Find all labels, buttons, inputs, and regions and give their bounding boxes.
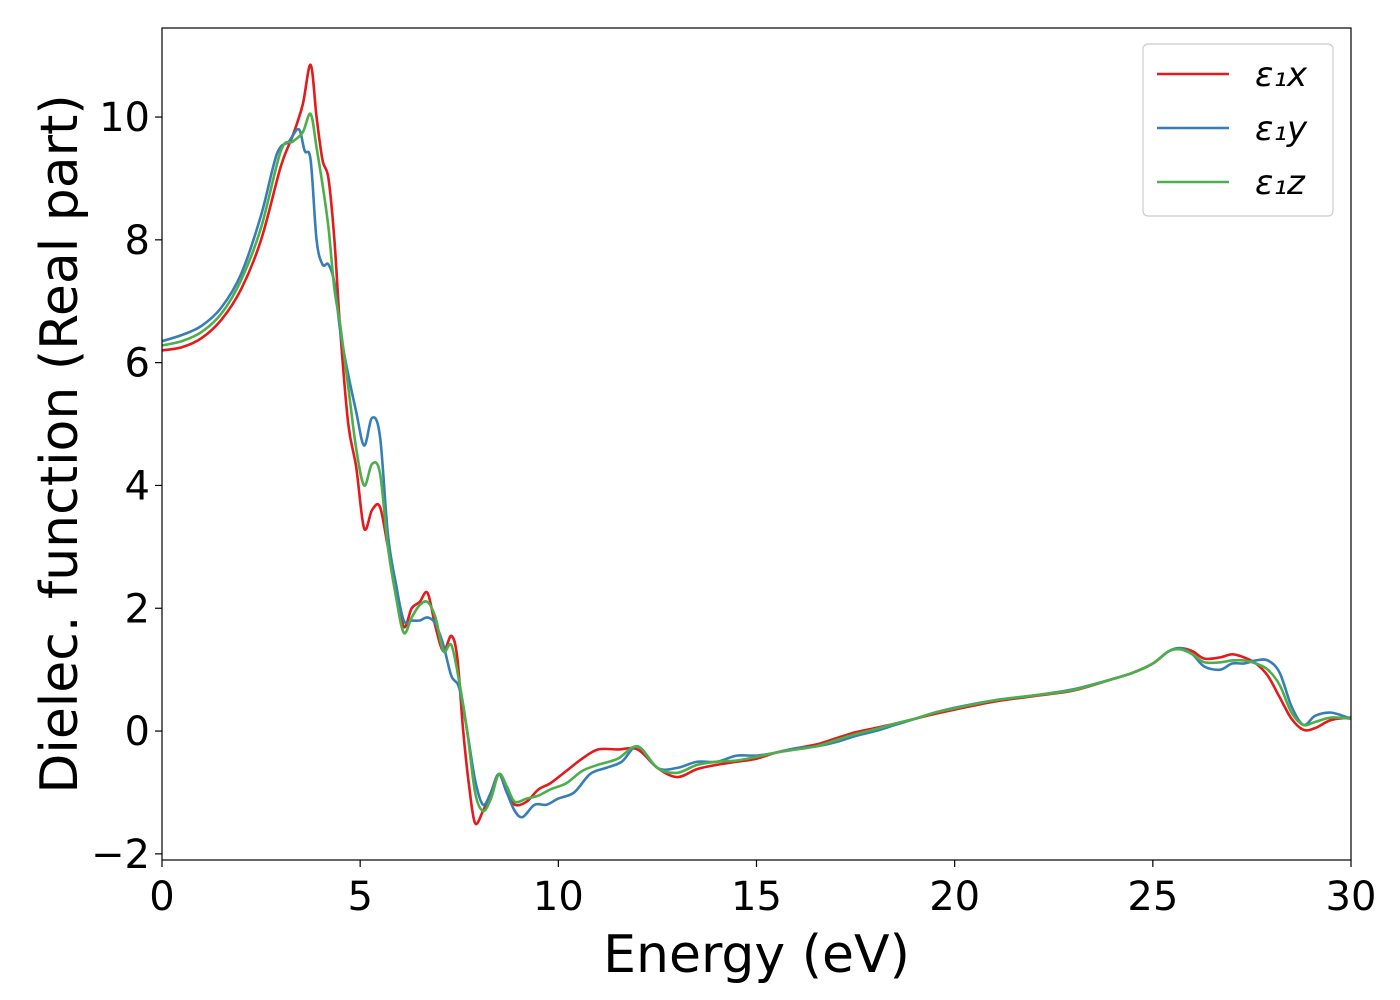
y-axis-title: Dielec. function (Real part) bbox=[30, 94, 90, 793]
x-tick-label: 5 bbox=[347, 874, 372, 920]
x-tick-label: 0 bbox=[149, 874, 174, 920]
y-tick-label: 10 bbox=[99, 95, 150, 141]
legend-box bbox=[1142, 43, 1334, 217]
series-line-2 bbox=[162, 112, 1351, 813]
y-axis: −2 0 2 4 6 8 10 bbox=[91, 95, 162, 878]
y-tick-label: 2 bbox=[125, 586, 150, 632]
plot-lines bbox=[162, 63, 1351, 826]
x-tick-label: 20 bbox=[929, 874, 980, 920]
x-tick-label: 25 bbox=[1127, 874, 1178, 920]
legend-label: ε₁y bbox=[1255, 109, 1308, 149]
y-tick-label: 4 bbox=[125, 463, 150, 509]
x-tick-label: 30 bbox=[1326, 874, 1377, 920]
x-tick-label: 15 bbox=[731, 874, 782, 920]
y-tick-label: 0 bbox=[125, 709, 150, 755]
legend-label: ε₁x bbox=[1255, 55, 1308, 95]
x-tick-label: 10 bbox=[533, 874, 584, 920]
legend: ε₁x ε₁y ε₁z bbox=[1142, 43, 1334, 217]
y-tick-label: 6 bbox=[125, 341, 150, 387]
y-tick-label: −2 bbox=[91, 832, 150, 878]
x-axis-title: Energy (eV) bbox=[603, 925, 910, 985]
legend-label: ε₁z bbox=[1255, 163, 1306, 203]
series-line-1 bbox=[162, 127, 1351, 819]
y-tick-label: 8 bbox=[125, 218, 150, 264]
x-axis: 0 5 10 15 20 25 30 bbox=[149, 860, 1376, 920]
